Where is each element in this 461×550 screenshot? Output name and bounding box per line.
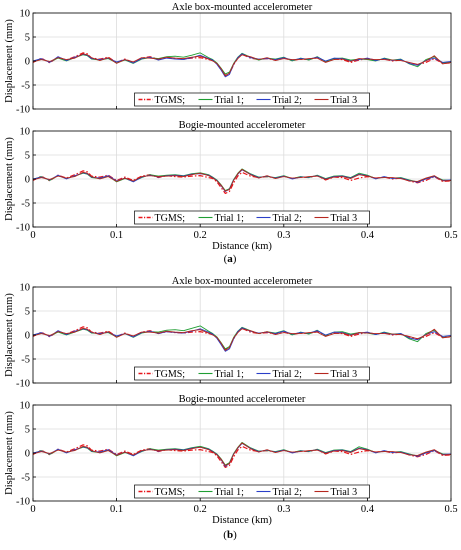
series-line-trial-2: [33, 442, 451, 467]
y-tick-label: -10: [16, 105, 30, 116]
chart-title: Bogie-mounted accelerometer: [179, 120, 306, 131]
x-tick-label: 0.1: [110, 230, 123, 241]
series-line-tgms: [33, 444, 451, 468]
legend-label: Trial 1;: [215, 213, 245, 224]
legend-label: Trial 2;: [273, 369, 303, 380]
legend-label: TGMS;: [155, 487, 186, 498]
legend-label: Trial 2;: [273, 95, 303, 106]
series-line-trial-2: [33, 327, 451, 352]
series-group: [33, 52, 451, 78]
legend-box: [134, 92, 370, 107]
y-tick-label: -5: [21, 473, 30, 484]
y-tick-label: -5: [21, 81, 30, 92]
legend-label: TGMS;: [155, 213, 186, 224]
y-tick-label: 5: [25, 307, 30, 318]
series-line-trial-2: [33, 169, 451, 192]
x-tick-label: 0.2: [194, 504, 207, 515]
x-tick-label: 0.3: [277, 504, 290, 515]
y-axis-label: Displacement (mm): [4, 411, 15, 495]
series-line-trial-2: [33, 53, 451, 78]
x-tick-label: 0.4: [361, 504, 375, 515]
y-tick-label: 0: [25, 57, 30, 68]
y-axis-label: Displacement (mm): [4, 293, 15, 377]
legend: TGMS; Trial 1; Trial 2; Trial 3: [134, 210, 370, 225]
panel-label-2: (b): [223, 529, 237, 541]
y-tick-label: 10: [20, 401, 31, 412]
legend-label: TGMS;: [155, 369, 186, 380]
y-tick-label: 0: [25, 449, 30, 460]
series-line-trial-1: [33, 52, 451, 75]
y-tick-label: 5: [25, 151, 30, 162]
chart-panel-3: -10 -5 0 5 10 Axle box-mounted accelerometer D…: [4, 276, 452, 390]
x-axis-label: Distance (km): [212, 515, 272, 526]
legend: TGMS; Trial 1; Trial 2; Trial 3: [134, 366, 370, 381]
chart-title: Axle box-mounted accelerometer: [172, 2, 313, 13]
chart-title: Bogie-mounted accelerometer: [179, 394, 306, 405]
series-line-trial-3: [33, 53, 451, 77]
x-tick-label: 0.5: [444, 504, 457, 515]
series-group: [33, 441, 451, 468]
x-tick-label: 0.4: [361, 230, 375, 241]
series-line-trial-1: [33, 441, 451, 466]
x-tick-label: 0.2: [194, 230, 207, 241]
series-line-trial-1: [33, 168, 451, 191]
x-tick-label: 0.3: [277, 230, 290, 241]
series-line-trial-3: [33, 168, 451, 192]
y-tick-label: 10: [20, 9, 31, 20]
legend-label: Trial 3: [331, 369, 358, 380]
legend-label: Trial 1;: [215, 369, 245, 380]
legend: TGMS; Trial 1; Trial 2; Trial 3: [134, 92, 370, 107]
chart-panel-1: -10 -5 0 5 10 Axle box-mounted accelerometer D…: [4, 2, 452, 116]
y-tick-label: 0: [25, 175, 30, 186]
legend-label: Trial 2;: [273, 487, 303, 498]
y-axis-label: Displacement (mm): [4, 137, 15, 221]
y-tick-label: -10: [16, 223, 30, 234]
legend-label: Trial 1;: [215, 487, 245, 498]
legend-box: [134, 484, 370, 499]
legend-label: Trial 3: [331, 95, 358, 106]
series-group: [33, 168, 451, 194]
y-tick-label: 10: [20, 283, 31, 294]
series-line-tgms: [33, 326, 451, 350]
y-tick-label: 5: [25, 425, 30, 436]
y-tick-label: -5: [21, 199, 30, 210]
x-tick-label: 0: [30, 504, 35, 515]
y-axis-label: Displacement (mm): [4, 19, 15, 103]
series-line-tgms: [33, 170, 451, 194]
chart-panel-4: -10 -5 0 5 10 0 0.1 0.2 0.3 0.4 0.5 Bogie-mounted a…: [4, 394, 458, 526]
x-tick-label: 0: [30, 230, 35, 241]
legend-box: [134, 366, 370, 381]
chart-title: Axle box-mounted accelerometer: [172, 276, 313, 287]
legend-label: Trial 1;: [215, 95, 245, 106]
y-tick-label: -5: [21, 355, 30, 366]
legend-box: [134, 210, 370, 225]
x-axis-label: Distance (km): [212, 241, 272, 252]
series-group: [33, 325, 451, 352]
chart-panel-2: -10 -5 0 5 10 0 0.1 0.2 0.3 0.4 0.5 Bogie-mounted a…: [4, 120, 458, 252]
x-tick-label: 0.1: [110, 504, 123, 515]
y-tick-label: 0: [25, 331, 30, 342]
x-tick-label: 0.5: [444, 230, 457, 241]
legend: TGMS; Trial 1; Trial 2; Trial 3: [134, 484, 370, 499]
y-tick-label: -10: [16, 379, 30, 390]
y-tick-label: -10: [16, 497, 30, 508]
legend-label: Trial 2;: [273, 213, 303, 224]
series-line-tgms: [33, 52, 451, 77]
panel-label-1: (a): [224, 253, 237, 265]
legend-label: Trial 3: [331, 213, 358, 224]
legend-label: TGMS;: [155, 95, 186, 106]
legend-label: Trial 3: [331, 487, 358, 498]
y-tick-label: 10: [20, 127, 31, 138]
y-tick-label: 5: [25, 33, 30, 44]
series-line-trial-3: [33, 442, 451, 466]
series-line-trial-3: [33, 327, 451, 351]
